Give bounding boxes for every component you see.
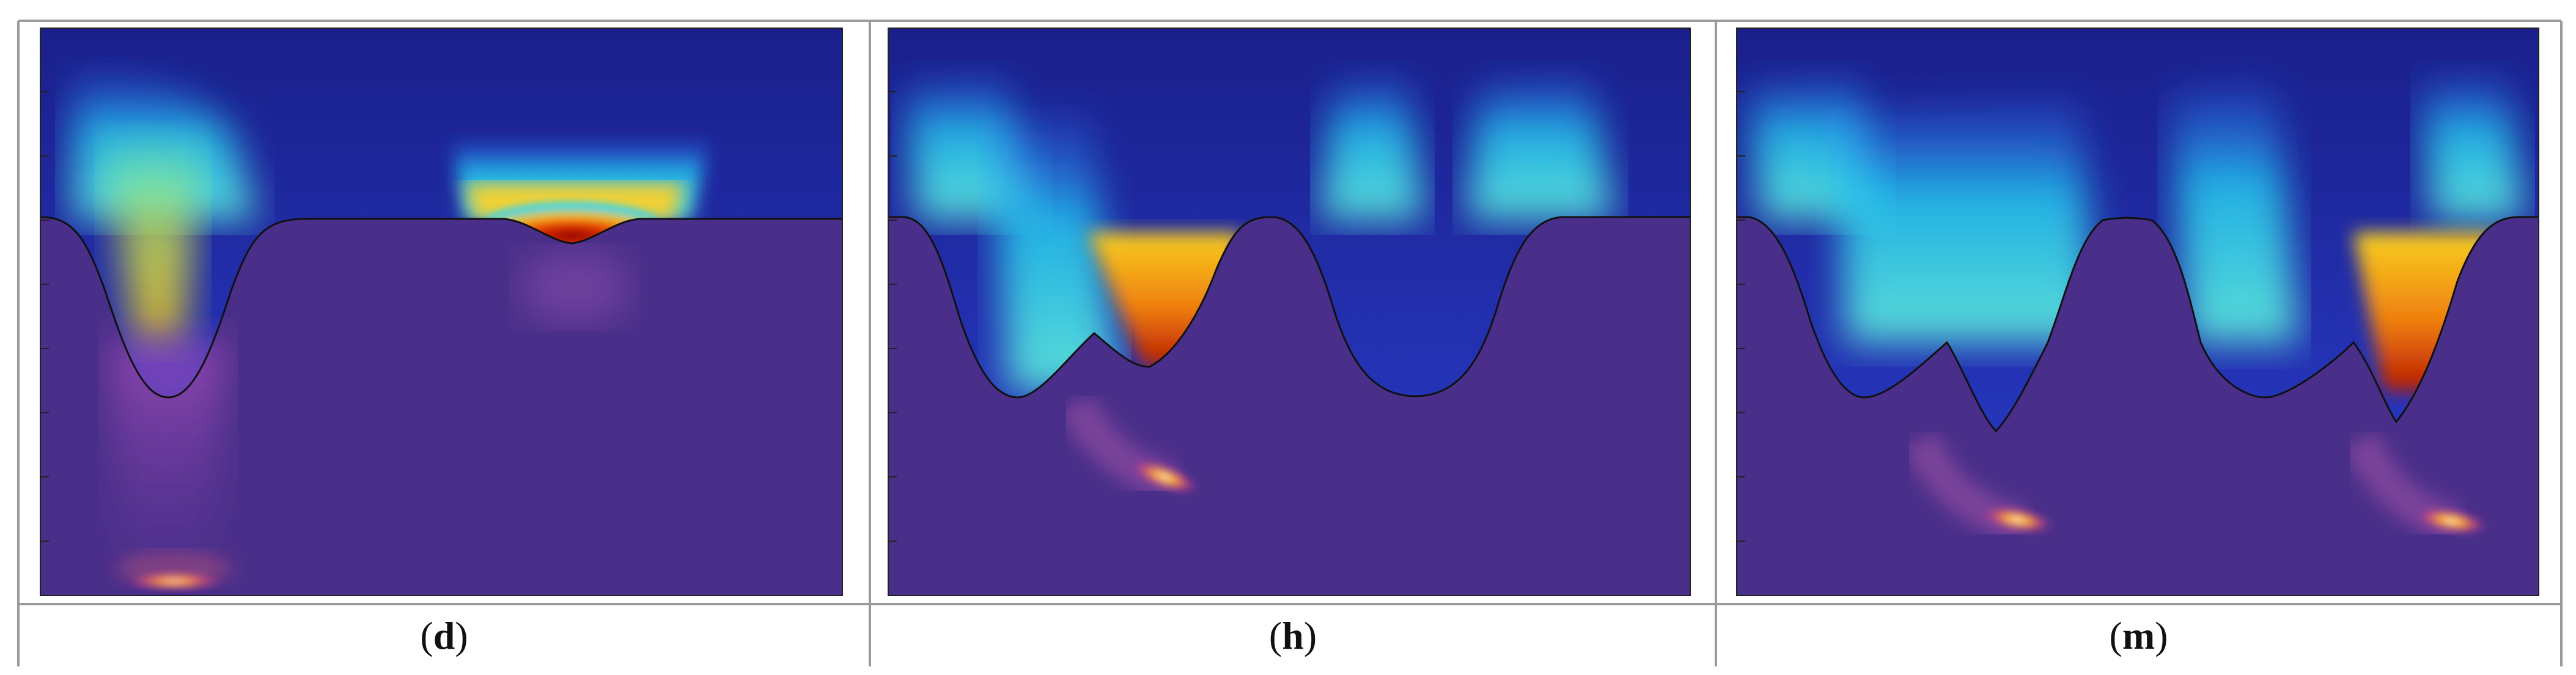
caption-m-close: )	[2155, 614, 2168, 657]
panel-h-frame	[888, 28, 1691, 596]
caption-h: (h)	[870, 611, 1716, 660]
caption-d: (d)	[18, 611, 870, 660]
panel-d-frame	[40, 28, 843, 596]
caption-h-open: (	[1268, 614, 1282, 657]
caption-m: (m)	[1716, 611, 2561, 660]
caption-m-open: (	[2109, 614, 2122, 657]
table-grid	[17, 20, 2563, 666]
caption-m-label: m	[2122, 614, 2155, 657]
caption-d-close: )	[455, 614, 468, 657]
panel-m-frame	[1736, 28, 2539, 596]
panel-m-image	[1737, 28, 2539, 596]
caption-d-label: d	[433, 614, 455, 657]
caption-h-label: h	[1282, 614, 1304, 657]
axis-ticks	[40, 91, 1745, 542]
caption-h-close: )	[1303, 614, 1317, 657]
caption-d-open: (	[420, 614, 433, 657]
panel-h-image	[888, 28, 1690, 596]
panel-d-image	[40, 28, 842, 596]
